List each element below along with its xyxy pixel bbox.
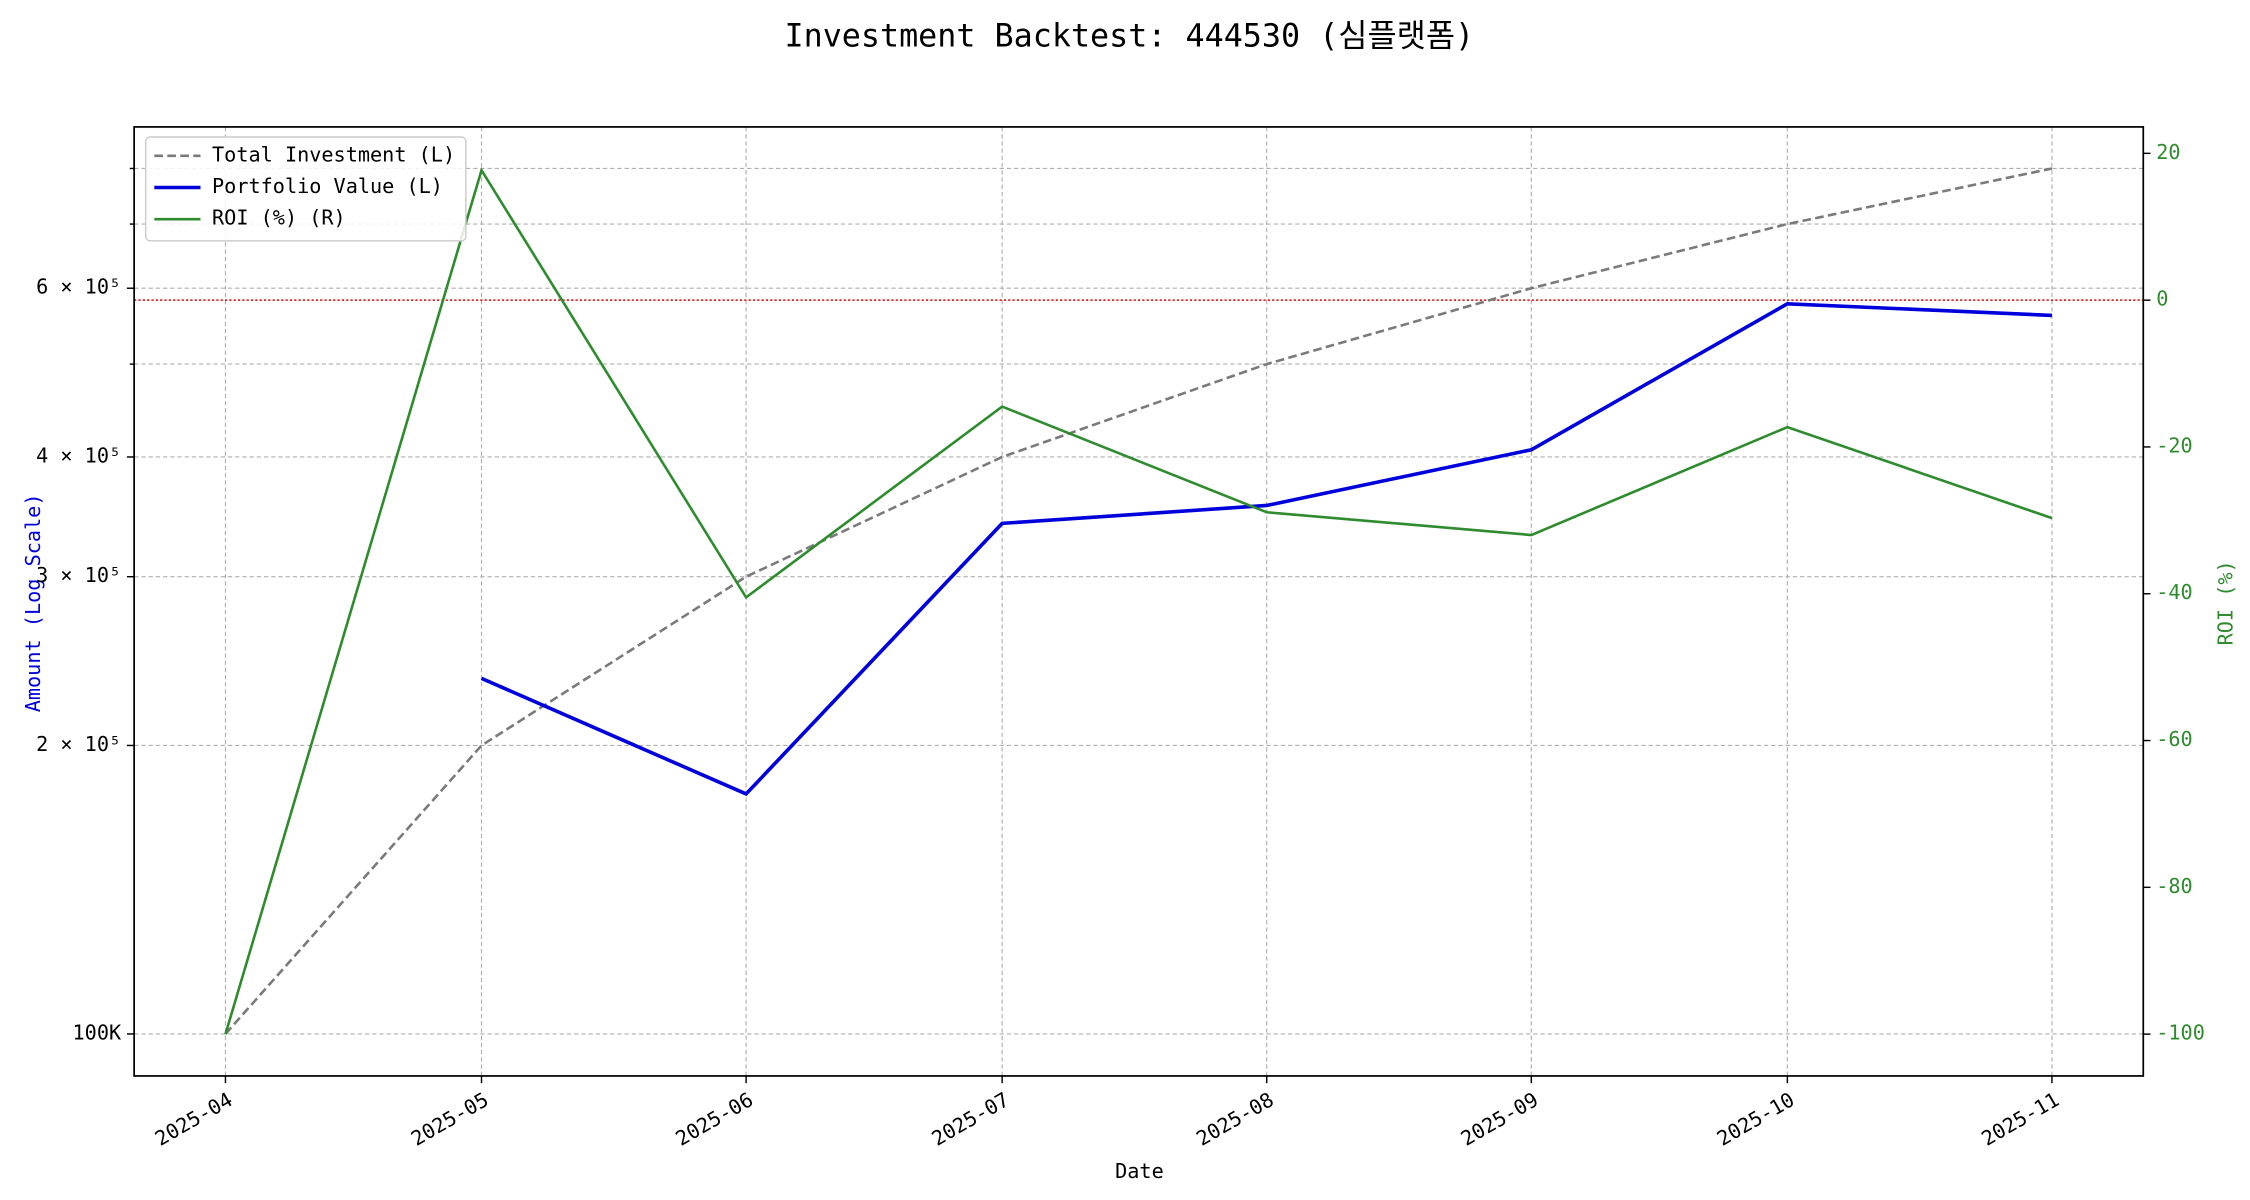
series-line	[224, 167, 2053, 1035]
y2-tick-label: 20	[2156, 140, 2180, 164]
y2-tick-label: 0	[2156, 287, 2168, 311]
legend-box	[144, 136, 467, 242]
y2-tick-label: -60	[2156, 727, 2192, 751]
legend-label: Portfolio Value (L)	[212, 174, 443, 198]
legend-label: ROI (%) (R)	[212, 206, 346, 230]
series-line	[224, 167, 2053, 1035]
series-line	[480, 301, 2053, 797]
plot-frame	[133, 126, 2145, 1077]
chart-title: Investment Backtest: 444530 (심플랫폼)	[785, 19, 1475, 55]
y-tick-label: 3 × 10⁵	[36, 563, 121, 587]
x-axis-label: Date	[1115, 1159, 1164, 1183]
y-tick-label: 4 × 10⁵	[36, 443, 121, 467]
y2-axis-label: ROI (%)	[2213, 560, 2237, 645]
legend-label: Total Investment (L)	[212, 142, 455, 166]
y-axis-label: Amount (Log Scale)	[21, 493, 45, 712]
y-tick-label: 100K	[73, 1020, 122, 1044]
y2-tick-label: -80	[2156, 874, 2192, 898]
y2-tick-label: -100	[2156, 1021, 2205, 1045]
y-tick-label: 2 × 10⁵	[36, 732, 121, 756]
y2-tick-label: -20	[2156, 433, 2192, 457]
y-tick-label: 6 × 10⁵	[36, 275, 121, 299]
y2-tick-label: -40	[2156, 580, 2192, 604]
